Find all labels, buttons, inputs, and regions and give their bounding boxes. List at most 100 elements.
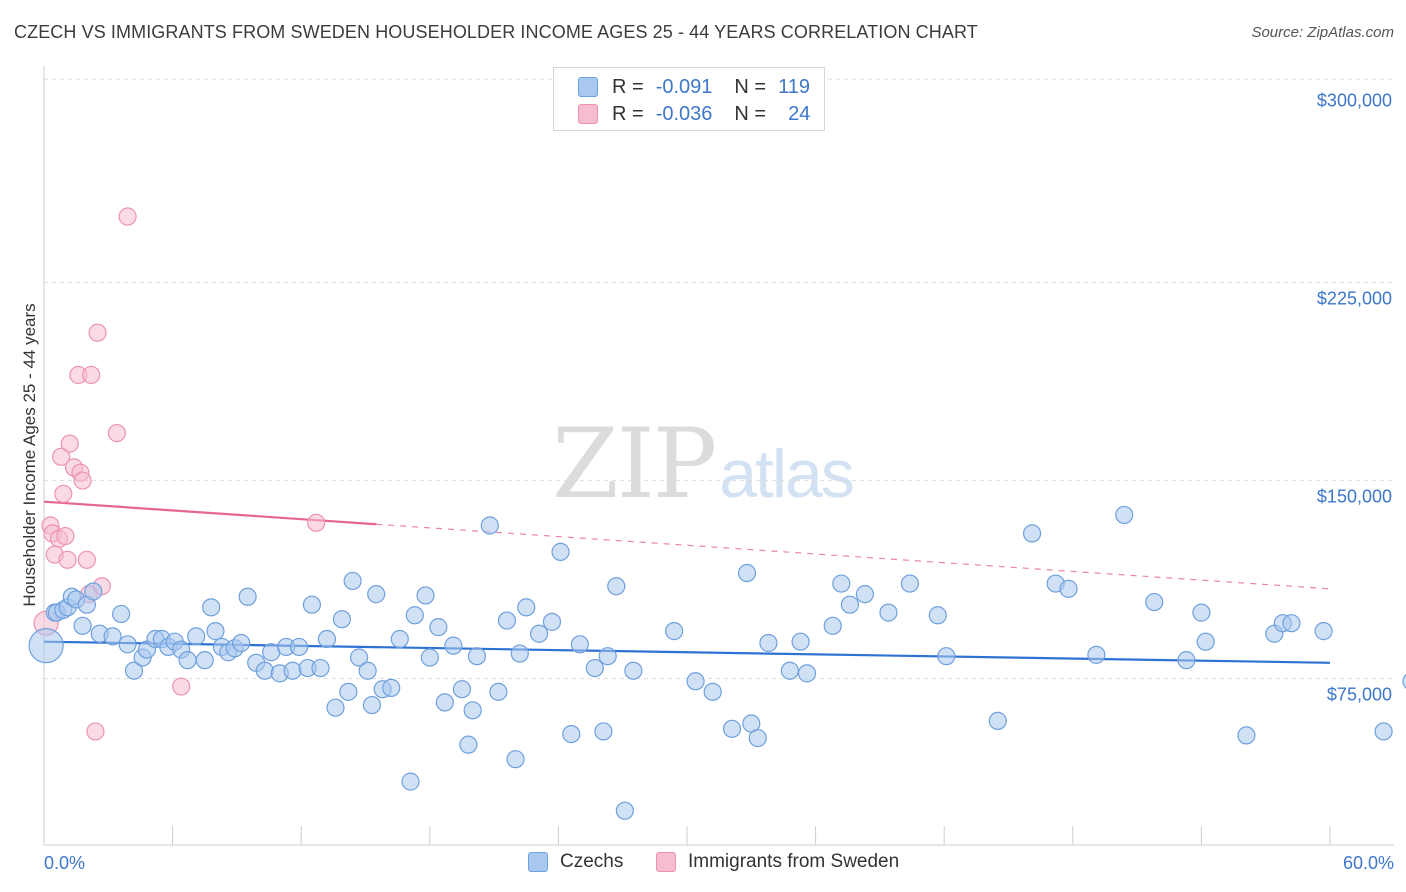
czechs-point	[1402, 673, 1406, 689]
czechs-point	[317, 629, 337, 649]
sweden-point	[73, 471, 92, 490]
czechs-point	[202, 598, 221, 617]
czechs-point	[988, 711, 1007, 730]
czechs-point	[73, 616, 92, 635]
legend-r-value: -0.036	[655, 102, 713, 125]
czechs-point	[118, 635, 137, 654]
legend-swatch-pink	[578, 104, 598, 124]
y-tick-label: $75,000	[1327, 685, 1392, 705]
czechs-point	[444, 636, 463, 655]
czechs-point	[562, 724, 581, 744]
chart-title: CZECH VS IMMIGRANTS FROM SWEDEN HOUSEHOL…	[14, 22, 978, 42]
sweden-point	[60, 434, 79, 453]
sweden-point	[52, 447, 71, 466]
legend-swatch-czechs	[528, 852, 548, 872]
czechs-point	[797, 664, 817, 683]
czechs-point	[1196, 632, 1215, 651]
legend-swatch-sweden	[656, 852, 676, 872]
czechs-point	[195, 651, 214, 670]
czechs-point	[928, 606, 947, 625]
czechs-point	[367, 585, 386, 604]
czechs-point	[832, 574, 851, 593]
legend-item-sweden: Immigrants from Sweden	[656, 851, 899, 873]
sweden-point	[86, 722, 105, 741]
czechs-point	[624, 661, 643, 680]
czechs-point	[1282, 614, 1301, 633]
legend-r-label: R =	[612, 102, 644, 125]
sweden-point	[172, 677, 191, 696]
czechs-point	[510, 644, 529, 663]
legend-n-value: 119	[778, 75, 810, 98]
legend-item-czechs: Czechs	[528, 851, 623, 873]
czechs-point	[607, 577, 626, 596]
legend-r-label: R =	[612, 75, 644, 98]
czechs-point	[855, 585, 874, 604]
czechs-point	[232, 633, 251, 653]
czechs-point	[28, 628, 64, 664]
data-points	[28, 207, 1406, 820]
czechs-point	[1237, 726, 1256, 745]
czechs-point	[420, 648, 439, 667]
czechs-point	[598, 647, 617, 666]
czechs-point	[530, 624, 549, 643]
sweden-point	[88, 323, 107, 342]
czechs-point	[759, 633, 778, 653]
czechs-point	[429, 618, 448, 637]
czechs-point	[124, 661, 144, 680]
czechs-point	[665, 622, 684, 641]
czechs-point	[1115, 505, 1134, 525]
czechs-point	[1374, 722, 1393, 741]
czechs-point	[900, 574, 920, 593]
czechs-point	[382, 678, 401, 697]
czechs-point	[1059, 579, 1078, 598]
czechs-point	[311, 658, 330, 678]
czechs-point	[570, 635, 589, 654]
sweden-point	[307, 513, 326, 532]
czechs-point	[401, 772, 420, 791]
axes	[43, 66, 1394, 846]
czechs-point	[748, 728, 767, 748]
czechs-point	[489, 682, 508, 701]
legend-n-label: N =	[734, 102, 767, 125]
czechs-point	[1192, 603, 1211, 622]
czechs-point	[435, 693, 454, 712]
tick-labels: $75,000 $150,000 $225,000 $300,000 0.0% 60.0%	[44, 90, 1394, 873]
czechs-point	[339, 682, 358, 701]
sweden-point	[58, 550, 77, 569]
czechs-point	[1145, 592, 1164, 612]
czechs-point	[542, 612, 562, 631]
czechs-point	[722, 719, 742, 738]
czechs-point	[1314, 622, 1333, 641]
czechs-point	[332, 610, 352, 629]
correlation-legend: R = -0.091 N = 119 R = -0.036 N = 24	[553, 67, 825, 131]
sweden-trend-line	[43, 500, 377, 526]
series-legend: Czechs Immigrants from Sweden	[0, 851, 1406, 879]
czechs-point	[326, 698, 345, 717]
czechs-point	[879, 603, 898, 622]
czechs-point	[937, 647, 956, 666]
czechs-point	[452, 680, 472, 699]
legend-label-czechs: Czechs	[560, 851, 624, 872]
czechs-point	[703, 682, 722, 701]
czechs-point	[840, 595, 859, 614]
czechs-point	[178, 651, 197, 670]
czechs-point	[283, 661, 302, 680]
legend-label-sweden: Immigrants from Sweden	[688, 851, 900, 872]
czechs-point	[187, 627, 206, 646]
y-tick-label: $150,000	[1317, 487, 1392, 507]
czechs-point	[551, 542, 570, 561]
czechs-point	[791, 632, 810, 651]
sweden-point	[54, 484, 73, 503]
czechs-point	[416, 586, 435, 605]
czechs-point	[390, 629, 409, 649]
y-tick-label: $225,000	[1317, 289, 1392, 309]
czechs-trend-line	[43, 640, 1331, 664]
czechs-point	[497, 611, 517, 630]
y-tick-label: $300,000	[1317, 90, 1392, 110]
czechs-point	[780, 661, 799, 680]
czechs-point	[1177, 651, 1196, 670]
czechs-point	[737, 563, 757, 583]
czechs-point	[467, 647, 487, 666]
sweden-point	[107, 423, 126, 443]
czechs-point	[289, 637, 309, 657]
